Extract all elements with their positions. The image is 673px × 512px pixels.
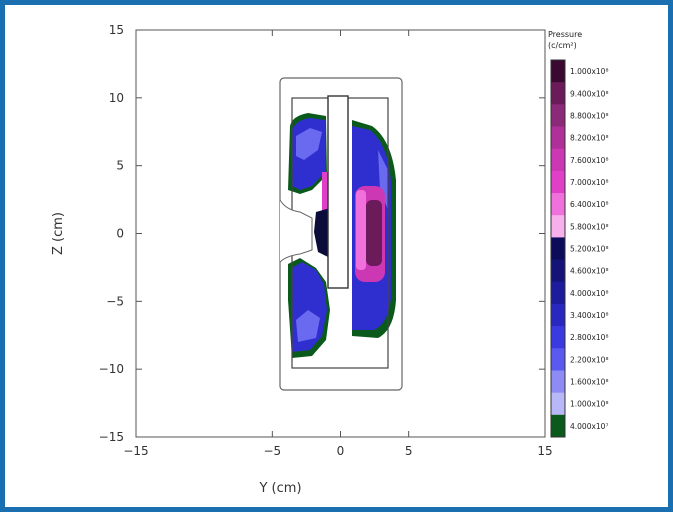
- central-plate: [327, 95, 349, 289]
- colorbar-swatch: [551, 326, 565, 349]
- colorbar-level-label: 4.600x10⁸: [570, 267, 608, 276]
- y-tick-label: −5: [106, 294, 124, 308]
- colorbar-level-label: 8.800x10⁸: [570, 111, 608, 120]
- colorbar-level-label: 2.200x10⁸: [570, 355, 608, 364]
- low-mid-pressure-fringe: [296, 128, 388, 342]
- colorbar-swatch: [551, 215, 565, 238]
- colorbar-level-label: 4.000x10⁸: [570, 289, 608, 298]
- y-tick-label: −10: [99, 362, 124, 376]
- colorbar-level-label: 4.000x10⁷: [570, 422, 608, 431]
- colorbar-swatch: [551, 392, 565, 416]
- colorbar-swatch: [551, 126, 565, 150]
- colorbar-swatch: [551, 104, 565, 128]
- pressure-field: [279, 77, 403, 391]
- colorbar-level-label: 7.000x10⁸: [570, 178, 608, 187]
- colorbar-swatch: [551, 348, 565, 371]
- x-tick-label: −15: [123, 444, 148, 458]
- colorbar-title: Pressure: [548, 30, 582, 39]
- x-tick-label: 15: [537, 444, 552, 458]
- colorbar-level-label: 8.200x10⁸: [570, 134, 608, 143]
- colorbar-level-label: 3.400x10⁸: [570, 311, 608, 320]
- colorbar-units: (c/cm²): [548, 41, 577, 50]
- high-pressure-fringe: [356, 190, 366, 270]
- y-tick-label: −15: [99, 430, 124, 444]
- colorbar-outline: [550, 59, 566, 438]
- y-tick-label: 5: [116, 159, 124, 173]
- x-tick-label: 0: [337, 444, 345, 458]
- colorbar-swatch: [551, 259, 565, 283]
- colorbar-labels: 1.000x10⁸ 9.400x10⁸ 8.800x10⁸ 8.200x10⁸ 7.60…: [570, 67, 608, 431]
- y-tick-label: 0: [116, 227, 124, 241]
- colorbar-level-label: 1.000x10⁸: [570, 400, 608, 409]
- y-tick-label: 10: [109, 91, 124, 105]
- x-tick-label: −5: [263, 444, 281, 458]
- colorbar-swatch: [551, 303, 565, 327]
- colorbar-level-label: 2.800x10⁸: [570, 333, 608, 342]
- colorbar-swatch: [551, 170, 565, 194]
- peak-pressure-core: [366, 200, 382, 266]
- colorbar-level-label: 1.000x10⁸: [570, 67, 608, 76]
- colorbar-level-label: 1.600x10⁸: [570, 378, 608, 387]
- x-tick-labels: −15 −5 0 5 15: [123, 444, 552, 458]
- colorbar-swatch: [551, 281, 565, 305]
- axis-ticks: [135, 29, 546, 438]
- x-tick-label: 5: [405, 444, 413, 458]
- colorbar-level-label: 6.400x10⁸: [570, 200, 608, 209]
- colorbar-swatch: [551, 60, 565, 83]
- y-axis-label: Z (cm): [51, 212, 66, 255]
- colorbar-level-label: 7.600x10⁸: [570, 156, 608, 165]
- colorbar: Pressure (c/cm²) 1.000x10⁸ 9.400x10⁸ 8.800…: [548, 30, 608, 438]
- y-tick-labels: 15 10 5 0 −5 −10 −15: [99, 23, 124, 444]
- colorbar-swatch: [551, 237, 565, 261]
- colorbar-level-label: 9.400x10⁸: [570, 89, 608, 98]
- x-axis-label: Y (cm): [258, 481, 301, 496]
- colorbar-swatch: [551, 148, 565, 172]
- mid-pressure-region-left: [292, 118, 327, 352]
- colorbar-swatch: [551, 193, 565, 216]
- colorbar-swatches: [550, 59, 566, 438]
- colorbar-swatch: [551, 370, 565, 394]
- y-tick-label: 15: [109, 23, 124, 37]
- left-notch-outline: [279, 199, 313, 263]
- colorbar-swatch: [551, 414, 565, 438]
- left-high-pressure-sliver: [322, 172, 328, 212]
- colorbar-level-label: 5.200x10⁸: [570, 245, 608, 254]
- colorbar-level-label: 5.800x10⁸: [570, 222, 608, 231]
- colorbar-swatch: [551, 82, 565, 105]
